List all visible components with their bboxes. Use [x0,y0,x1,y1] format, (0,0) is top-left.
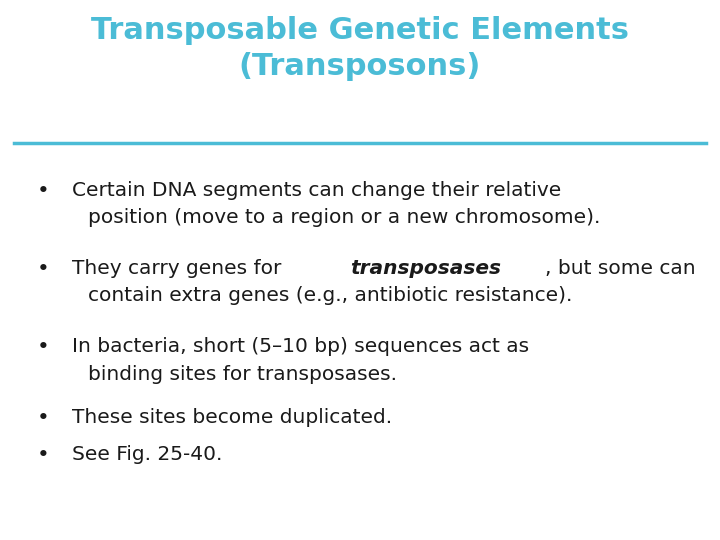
Text: •: • [37,408,50,428]
Text: These sites become duplicated.: These sites become duplicated. [72,408,392,427]
Text: •: • [37,259,50,279]
Text: •: • [37,446,50,465]
Text: Transposable Genetic Elements
(Transposons): Transposable Genetic Elements (Transposo… [91,16,629,81]
Text: In bacteria, short (5–10 bp) sequences act as: In bacteria, short (5–10 bp) sequences a… [72,338,529,356]
Text: They carry genes for: They carry genes for [72,259,288,278]
Text: Certain DNA segments can change their relative: Certain DNA segments can change their re… [72,181,562,200]
Text: •: • [37,338,50,357]
Text: , but some can: , but some can [545,259,696,278]
Text: •: • [37,181,50,201]
Text: See Fig. 25-40.: See Fig. 25-40. [72,446,222,464]
Text: contain extra genes (e.g., antibiotic resistance).: contain extra genes (e.g., antibiotic re… [88,286,572,305]
Text: binding sites for transposases.: binding sites for transposases. [88,364,397,383]
Text: position (move to a region or a new chromosome).: position (move to a region or a new chro… [88,208,600,227]
Text: transposases: transposases [351,259,501,278]
